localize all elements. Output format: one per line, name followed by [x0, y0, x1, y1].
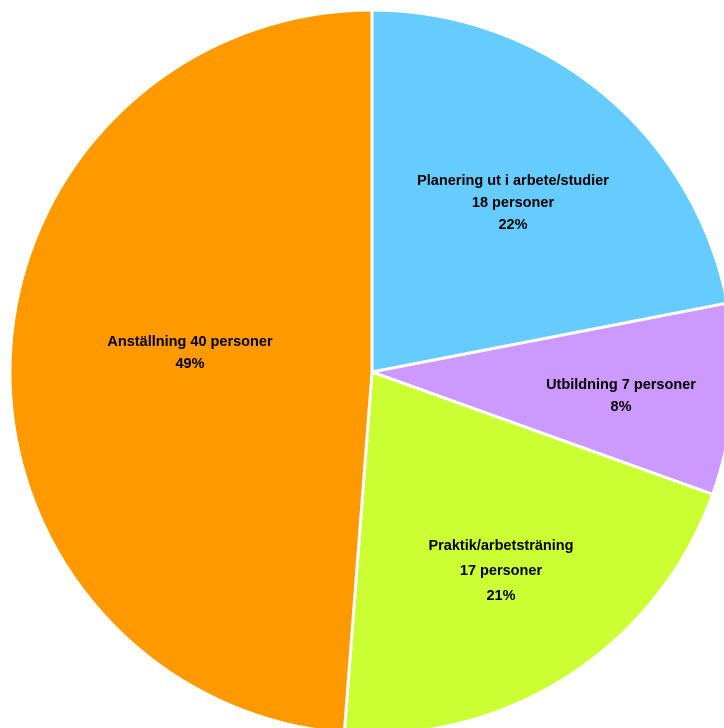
data-label-line: Anställning 40 personer	[107, 334, 273, 350]
pie-slice-utbildning	[370, 302, 724, 496]
data-label-line: 8%	[611, 399, 632, 415]
data-label-line: Planering ut i arbete/studier	[417, 173, 609, 189]
pie-slices	[8, 8, 724, 728]
data-label-line: 21%	[486, 588, 515, 604]
pie-slice-praktik	[343, 370, 715, 728]
data-label-planering: Planering ut i arbete/studier 18 personer…	[417, 173, 609, 233]
data-label-line: Utbildning 7 personer	[546, 377, 696, 393]
data-label-line: 17 personer	[460, 563, 543, 579]
pie-slice-planering	[370, 8, 724, 374]
data-label-praktik: Praktik/arbetsträning 17 personer 21%	[428, 538, 573, 604]
data-label-line: Praktik/arbetsträning	[428, 538, 573, 554]
data-label-anstallning: Anställning 40 personer 49%	[107, 334, 273, 372]
data-label-line: 49%	[175, 356, 204, 372]
data-label-line: 18 personer	[472, 195, 555, 211]
pie-data-labels: Planering ut i arbete/studier 18 personer…	[107, 173, 696, 604]
pie-slice-anstallning	[8, 8, 374, 728]
data-label-utbildning: Utbildning 7 personer 8%	[546, 377, 696, 415]
data-label-line: 22%	[498, 217, 527, 233]
